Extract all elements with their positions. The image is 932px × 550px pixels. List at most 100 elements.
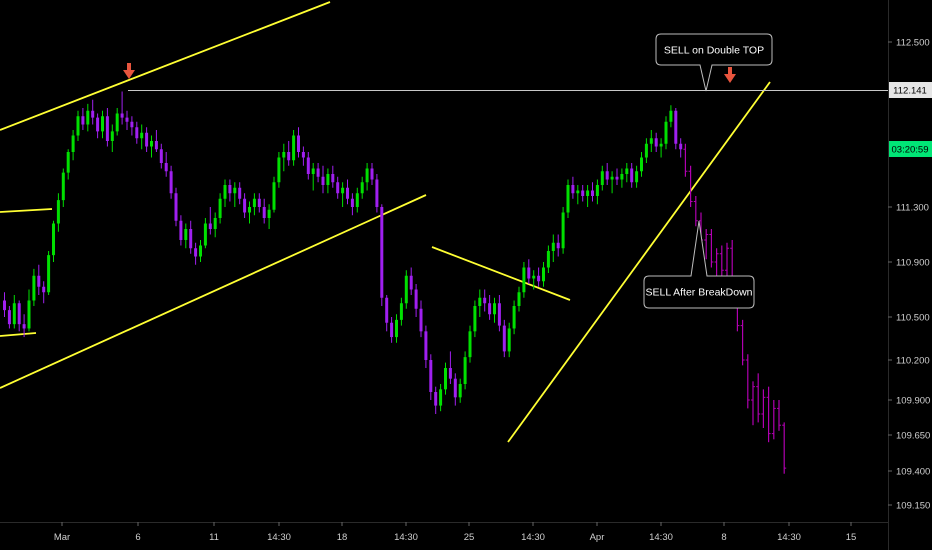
candle — [512, 300, 516, 335]
candle — [321, 165, 325, 194]
candle — [27, 289, 31, 332]
candle — [473, 300, 477, 338]
candle — [208, 207, 212, 235]
candle — [591, 182, 594, 202]
candle — [159, 143, 163, 169]
candle — [7, 306, 11, 329]
candle — [640, 152, 643, 177]
candle — [571, 176, 575, 199]
callout-sell-after-breakdown: SELL After BreakDown — [643, 220, 755, 309]
projection-candle — [693, 196, 698, 227]
candle — [546, 245, 550, 273]
candle — [267, 204, 271, 229]
candle — [199, 240, 202, 262]
candle — [17, 300, 21, 332]
time-tick-label: 25 — [464, 532, 475, 543]
candle — [189, 220, 193, 254]
time-tick-label: 15 — [846, 532, 857, 543]
candle — [346, 179, 349, 205]
candle — [517, 286, 521, 312]
projection-candle — [725, 242, 729, 276]
price-tick-label: 109.650 — [896, 431, 930, 442]
projection-candle — [761, 389, 766, 428]
projection-candle — [714, 248, 719, 276]
time-tick-label: Apr — [590, 532, 605, 543]
candle — [669, 105, 673, 128]
candle — [483, 289, 487, 312]
candle — [375, 174, 379, 213]
candle — [203, 218, 207, 249]
down-arrow — [724, 67, 736, 83]
time-axis[interactable]: Mar 6 11 14:30 18 14:30 25 14:30 Apr 14:30 8 14:30 1… — [0, 522, 888, 543]
candle — [497, 295, 501, 332]
candle — [360, 176, 364, 199]
candle — [566, 179, 570, 218]
candle — [502, 319, 506, 358]
candle — [228, 179, 232, 202]
candle — [37, 264, 41, 295]
price-axis[interactable]: 112.500 111.300 110.900 110.500 110.200 109.9… — [888, 0, 930, 550]
time-tick-label: 18 — [337, 532, 348, 543]
candle — [365, 163, 369, 191]
candle — [522, 262, 526, 298]
candle — [311, 163, 315, 191]
price-tick-label: 109.150 — [896, 501, 930, 512]
candle — [154, 130, 158, 152]
candle — [542, 262, 545, 287]
candle — [52, 220, 55, 262]
candle — [576, 185, 580, 205]
candle — [635, 165, 639, 188]
candle — [488, 295, 492, 320]
candle — [150, 135, 153, 158]
candle — [625, 163, 629, 183]
projection-candle — [683, 143, 688, 177]
candle — [620, 168, 624, 188]
candle — [468, 325, 472, 363]
candle — [47, 251, 51, 295]
time-tick-label: 14:30 — [394, 532, 418, 543]
time-tick-label: 14:30 — [777, 532, 801, 543]
time-tick-label: 6 — [135, 532, 140, 543]
time-tick-label: 14:30 — [267, 532, 291, 543]
candle — [615, 168, 619, 185]
trendline — [0, 332, 37, 337]
projection-candle — [782, 422, 787, 474]
candle — [355, 187, 359, 213]
candle — [292, 130, 296, 166]
candle — [91, 99, 95, 125]
callout-label: SELL After BreakDown — [646, 287, 753, 299]
price-tick-label: 112.500 — [896, 38, 930, 49]
candle — [404, 270, 408, 309]
candle — [532, 270, 536, 290]
candle — [297, 127, 300, 158]
candle — [493, 297, 496, 323]
candle — [644, 138, 648, 163]
candle — [96, 113, 100, 139]
time-tick-label: 8 — [721, 532, 726, 543]
callout-bubble — [655, 33, 773, 92]
time-tick-label: 14:30 — [649, 532, 673, 543]
candle — [659, 138, 663, 158]
candle — [115, 108, 119, 136]
candle — [262, 198, 266, 224]
price-tick-label: 111.300 — [896, 203, 929, 214]
candle — [331, 165, 335, 188]
projection-candle — [740, 319, 745, 366]
candle — [81, 108, 85, 130]
time-tick-label: Mar — [54, 532, 70, 543]
candle — [248, 201, 251, 224]
callout-label: SELL on Double TOP — [664, 45, 764, 57]
projection-candle — [771, 400, 776, 440]
candle — [194, 242, 198, 265]
candle — [390, 317, 394, 343]
candle — [184, 223, 188, 249]
candle — [252, 193, 256, 216]
candle — [145, 127, 149, 152]
time-tick-label: 11 — [209, 532, 219, 543]
candle — [272, 176, 276, 213]
candle — [86, 103, 90, 132]
candle — [586, 185, 590, 207]
